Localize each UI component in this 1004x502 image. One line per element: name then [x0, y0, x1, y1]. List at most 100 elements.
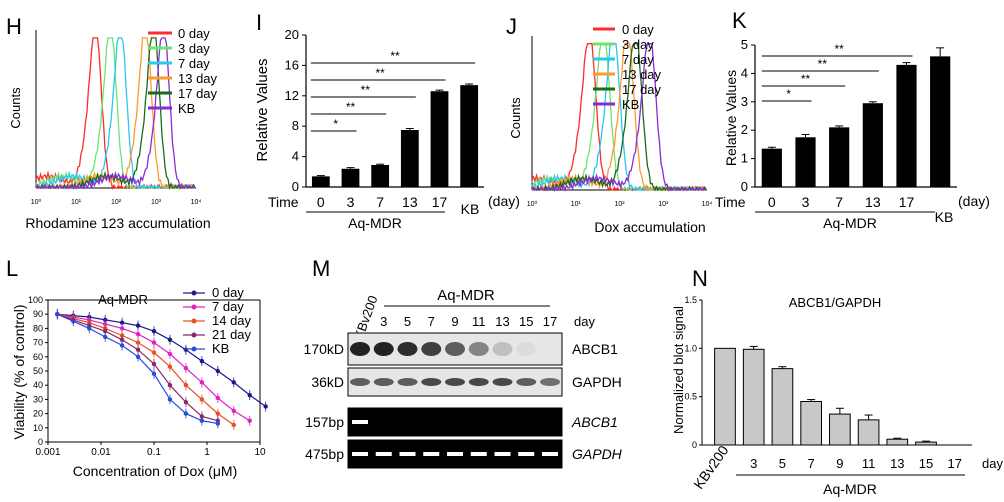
panel-l-data-point: [247, 418, 252, 423]
panel-k-bar: [862, 103, 883, 187]
panel-m-band: [468, 378, 489, 386]
panel-h-legend-label: KB: [178, 101, 195, 116]
panel-l-data-point: [247, 392, 252, 398]
panel-l-data-point: [119, 320, 125, 325]
panel-l-data-point: [71, 319, 76, 324]
panel-l-data-point: [263, 404, 268, 409]
panel-l-data-point: [215, 411, 221, 416]
panel-n-bar: [857, 419, 880, 446]
panel-m-band: [492, 378, 513, 386]
panel-k-ylabel: Relative Values: [723, 70, 739, 166]
panel-k-unit: (day): [958, 193, 990, 209]
panel-i-unit: (day): [488, 193, 520, 209]
panel-j-xlabel: Dox accumulation: [594, 219, 705, 235]
panel-l-x-tick-label: 0.01: [91, 447, 111, 458]
panel-n-bar: [829, 413, 851, 446]
panel-l-data-point: [55, 312, 60, 317]
panel-i-y-tick-label: 12: [285, 88, 299, 103]
panel-k-sig-star: **: [818, 57, 828, 71]
panel-m-band: [350, 378, 370, 386]
panel-k-x-category: 13: [865, 194, 881, 210]
panel-m-band: [373, 342, 394, 356]
panel-k-bar: [896, 64, 917, 187]
panel-h-legend-label: 7 day: [178, 56, 210, 71]
panel-k-y-tick-label: 0: [741, 179, 748, 194]
panel-j-hist-curve: [531, 43, 707, 192]
panel-l-data-point: [135, 323, 141, 328]
panel-l-data-point: [151, 350, 157, 355]
panel-k-x-category: 17: [899, 194, 915, 210]
panel-l-data-point: [167, 364, 173, 369]
panel-n-y-tick-label: 1.0: [684, 343, 697, 353]
panel-l-data-point: [151, 371, 157, 377]
panel-i-sig-star: **: [361, 83, 371, 97]
panel-m-row-left-label: 475bp: [305, 446, 344, 462]
panel-m-band: [375, 452, 392, 456]
panel-l-legend-marker: [191, 332, 197, 338]
panel-l-data-point: [199, 418, 205, 423]
panel-l-series-line: [57, 313, 235, 426]
panel-l-data-point: [215, 421, 221, 426]
panel-l-y-tick-label: 0: [38, 437, 43, 447]
panel-l-data-point: [119, 326, 125, 331]
panel-l-xlabel: Concentration of Dox (μM): [73, 463, 237, 479]
panel-j-hist-curve: [531, 43, 707, 193]
panel-k-x-category: 0: [768, 194, 776, 210]
panel-l-series-line: [57, 313, 218, 425]
panel-l-title: Aq-MDR: [98, 292, 148, 307]
panel-k-x-category: 7: [835, 194, 843, 210]
panel-l-series-line: [57, 313, 218, 422]
panel-n-x-category: 9: [836, 456, 843, 471]
panel-l-data-point: [199, 380, 205, 385]
panel-l-data-point: [183, 365, 189, 371]
panel-j-hist-curve: [531, 43, 707, 192]
panel-m-band: [373, 378, 394, 386]
panel-m-lane-label: 17: [543, 314, 557, 329]
panel-m-row-right-label: GAPDH: [572, 446, 623, 462]
panel-m-band: [421, 342, 442, 356]
panel-m-row-right-label: GAPDH: [572, 374, 622, 390]
panel-i-x-category: KB: [461, 201, 480, 217]
panel-l-data-point: [231, 380, 236, 385]
panel-n-x-category: 11: [862, 456, 876, 471]
panel-l-data-point: [102, 329, 108, 334]
panel-k-bar: [761, 148, 782, 187]
panel-j-legend-label: KB: [622, 97, 639, 112]
panel-m-lane-label: 15: [519, 314, 533, 329]
panel-m-blot-frame: [347, 407, 563, 437]
panel-n-x-category: 7: [808, 456, 815, 471]
panel-h-x-tick: 10¹: [71, 199, 82, 206]
panel-l-data-point: [151, 329, 157, 334]
panel-h-ylabel: Counts: [8, 87, 23, 129]
panel-l-data-point: [135, 354, 141, 359]
panel-l-data-point: [135, 340, 141, 345]
panel-i-x-category: 3: [347, 194, 355, 210]
panel-k-y-tick-label: 1: [741, 151, 748, 166]
panel-n-x-category: 5: [779, 456, 786, 471]
panel-n-ylabel: Normalized blot signal: [671, 306, 686, 434]
panel-m-lane-label: 3: [380, 314, 387, 329]
panel-l-data-point: [167, 397, 173, 402]
panel-k-sig-star: **: [834, 42, 844, 56]
panel-letter-h: H: [6, 14, 22, 39]
panel-m-lane-label: 5: [404, 314, 411, 329]
panel-l-x-tick-label: 10: [254, 447, 266, 458]
panel-m-band: [470, 452, 487, 456]
panel-l-x-tick-label: 0.1: [147, 447, 161, 458]
panel-l-x-tick-label: 1: [204, 447, 210, 458]
panel-j-x-tick: 10⁴: [702, 201, 713, 208]
panel-l-data-point: [167, 383, 173, 388]
panel-l-data-point: [119, 337, 125, 342]
panel-l-legend-marker: [191, 304, 197, 310]
panel-l-data-point: [215, 395, 221, 401]
panel-l-y-tick-label: 10: [33, 423, 43, 433]
panel-m-lane-label: 13: [495, 314, 509, 329]
panel-i-sig-star: **: [346, 100, 356, 114]
panel-l-data-point: [231, 408, 236, 413]
panel-n-y-tick-label: 1.5: [684, 295, 697, 305]
panel-k-bar: [829, 127, 850, 187]
panel-i-bar: [341, 168, 360, 187]
panel-n-group-label: Aq-MDR: [823, 481, 877, 497]
panel-m-row-left-label: 36kD: [311, 374, 344, 390]
panel-m-band: [350, 342, 370, 356]
